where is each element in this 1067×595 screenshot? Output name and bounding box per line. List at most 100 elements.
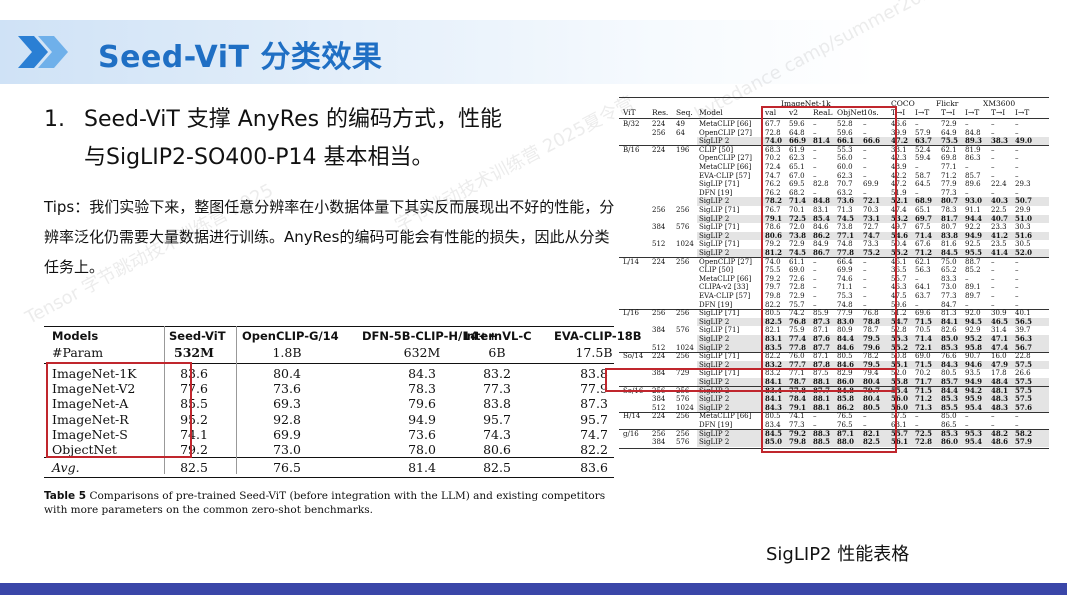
- table-cell: 77.7: [789, 359, 807, 369]
- table-cell: 84.1: [765, 394, 783, 404]
- table-row: 256 64 OpenCLIP [27] 72.8 64.8–59.6–39.9 57.9…: [619, 129, 1049, 138]
- table-cell: 73.8: [837, 223, 853, 232]
- table-bottom-rule: [44, 477, 614, 478]
- table-cell: 77.3: [941, 292, 957, 300]
- table-row: SigLIP 2 74.0 66.9 81.4 66.1 66.6 47.2 63.7 75.5…: [619, 137, 1049, 146]
- table-cell: 57.5: [891, 412, 907, 421]
- table-cell: 83.2: [765, 369, 781, 378]
- table-cell: 384: [652, 223, 666, 232]
- column-header: Res.: [652, 108, 669, 117]
- table-cell: 87.8: [813, 359, 831, 369]
- table-cell: 72.6: [789, 274, 805, 283]
- highlight-box-so14: [605, 368, 897, 392]
- table-cell: 82.2: [765, 352, 781, 361]
- table-cell: 79.8: [765, 292, 781, 300]
- group-header: XM3600: [983, 99, 1016, 108]
- table-cell: 17.8: [991, 369, 1007, 378]
- table-cell: 40.3: [991, 196, 1009, 206]
- table-cell: 72.1: [863, 196, 881, 206]
- table-cell: 46.5: [991, 316, 1009, 326]
- table-cell: 81.4: [408, 460, 436, 475]
- column-header: 10s.: [863, 108, 879, 117]
- table-cell: 29.3: [1015, 180, 1031, 189]
- vit-label: L/16: [623, 309, 639, 318]
- table-cell: 42.2: [891, 171, 907, 180]
- tips-text: Tips：我们实验下来，整图任意分辨率在小数据体量下其实反而展现出不好的性能，分…: [44, 198, 615, 276]
- vit-label: So/14: [623, 352, 644, 361]
- table-cell: 77.6: [180, 381, 208, 397]
- table-cell: 78.7: [789, 377, 807, 386]
- table-row: OpenCLIP [27] 70.2 62.3–56.0–42.3 59.4 69.8 8…: [619, 154, 1049, 163]
- table-cell: 82.5: [483, 460, 511, 475]
- table-cell: 65.2: [941, 266, 957, 275]
- table-cell: 85.3: [941, 428, 959, 438]
- table-cell: 72.9: [789, 240, 805, 249]
- table-cell: 76.8: [863, 309, 879, 318]
- table-cell: 41.2: [991, 230, 1009, 240]
- table-row: ImageNet-A 85.5 69.3 79.6 83.8 87.3: [44, 396, 614, 412]
- table-cell: –: [813, 266, 817, 275]
- table-cell: 59.4: [915, 154, 931, 163]
- table-cell: 70.7: [837, 180, 853, 189]
- table-cell: 84.1: [941, 316, 959, 326]
- table-cell: 22.4: [991, 180, 1007, 189]
- table-cell: 87.7: [813, 342, 831, 352]
- model-name: SigLIP 2: [699, 378, 730, 386]
- table-cell: 70.2: [915, 369, 931, 378]
- row-label: Models: [52, 329, 99, 343]
- table-cell: 51.2: [891, 309, 907, 318]
- table-cell: 49.7: [891, 223, 907, 232]
- table-cell: 224: [652, 120, 666, 128]
- siglip2-row-shade: [697, 335, 1049, 344]
- table-cell: 81.9: [965, 145, 981, 154]
- table-cell: 83.8: [580, 366, 608, 381]
- table-cell: 82.9: [837, 369, 853, 378]
- model-name: SigLIP 2: [699, 197, 730, 206]
- column-header: Seq.: [676, 108, 693, 117]
- caption-text: Comparisons of pre-trained Seed-ViT (bef…: [44, 490, 606, 516]
- table-cell: –: [813, 163, 817, 171]
- table-cell: 256: [676, 206, 690, 214]
- table-cell: 48.1: [991, 385, 1009, 395]
- table-cell: 84.4: [941, 385, 959, 395]
- table-cell: 46.6: [891, 120, 907, 128]
- table-cell: 80.4: [863, 394, 881, 404]
- table-cell: 70.2: [765, 154, 781, 163]
- table-cell: 87.3: [813, 316, 831, 326]
- table-cell: 79.5: [863, 334, 881, 343]
- table-cell: 74.7: [580, 426, 608, 442]
- table-cell: 84.3: [765, 402, 783, 412]
- table-row: g/16 256 256 SigLIP 2 84.5 79.2 88.3 87.1 82.1 55…: [619, 428, 1049, 439]
- table-cell: 89.7: [965, 292, 981, 300]
- table-cell: –: [965, 274, 969, 283]
- table-cell: 79.8: [789, 437, 807, 447]
- table-cell: 88.3: [813, 428, 831, 438]
- table-cell: 84.6: [837, 342, 855, 352]
- table-cell: 85.3: [941, 342, 959, 352]
- table-cell: 71.5: [915, 385, 933, 395]
- table-cell: 92.9: [965, 326, 981, 335]
- table-cell: 71.4: [915, 334, 933, 343]
- table-cell: 80.5: [765, 309, 781, 318]
- group-header: COCO: [891, 99, 915, 108]
- table-cell: 80.5: [765, 412, 781, 421]
- table-cell: OpenCLIP-G/14: [242, 329, 339, 343]
- table-cell: 62.3: [837, 171, 853, 180]
- table-cell: 83.0: [837, 316, 855, 326]
- model-name: SigLIP 2: [699, 343, 730, 352]
- table-cell: 72.7: [863, 223, 879, 232]
- table-cell: 74.1: [789, 412, 805, 421]
- model-name: SigLIP 2: [699, 249, 730, 257]
- table-cell: –: [991, 188, 995, 197]
- table-cell: 53.2: [891, 213, 909, 223]
- table-cell: 81.2: [765, 248, 783, 257]
- table-cell: 29.9: [1015, 206, 1031, 214]
- table-cell: 58.7: [915, 171, 931, 180]
- siglip2-row-shade: [697, 249, 1049, 258]
- row-label: #Param: [52, 345, 104, 360]
- table-cell: 79.2: [765, 274, 781, 283]
- table-cell: 71.4: [915, 230, 933, 240]
- table-row: SigLIP 2 81.2 74.5 86.7 77.8 75.2 55.2 71.2 84.5…: [619, 248, 1049, 258]
- table-cell: 92.5: [965, 240, 981, 249]
- table-cell: 60.0: [837, 163, 853, 171]
